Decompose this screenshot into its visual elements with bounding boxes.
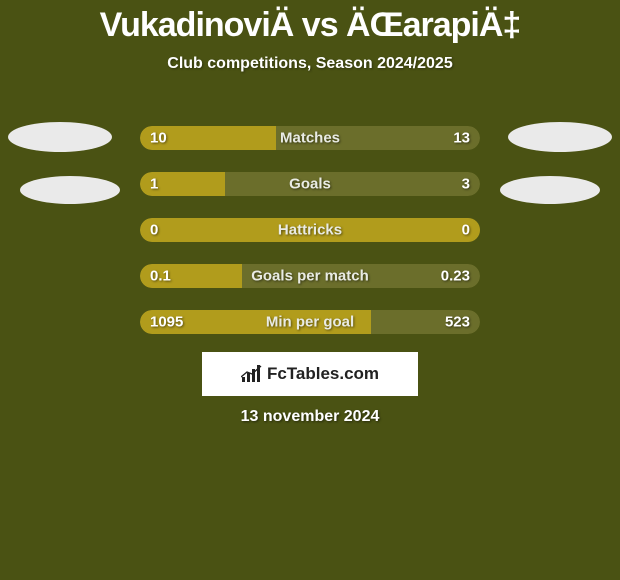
stat-right-value: 523: [445, 314, 470, 331]
stat-label: Goals per match: [251, 268, 369, 285]
stat-label: Min per goal: [266, 314, 354, 331]
player-right-avatar-1: [508, 122, 612, 152]
stat-left-value: 0.1: [150, 268, 171, 285]
stat-row: 1095 523 Min per goal: [140, 310, 480, 334]
comparison-bars: 1013Matches13Goals00Hattricks0.10.23Goal…: [140, 126, 480, 356]
stat-left-value: 10: [150, 130, 167, 147]
stat-right-value: 0: [462, 222, 470, 239]
subtitle: Club competitions, Season 2024/2025: [0, 55, 620, 73]
player-left-avatar-2: [20, 176, 120, 204]
stat-row: 1 3 Goals: [140, 172, 480, 196]
stat-left-value: 1095: [150, 314, 183, 331]
stat-right-value: 13: [453, 130, 470, 147]
player-right-avatar-2: [500, 176, 600, 204]
stat-right-value: 3: [462, 176, 470, 193]
stat-left-value: 0: [150, 222, 158, 239]
player-left-avatar-1: [8, 122, 112, 152]
stat-label: Hattricks: [278, 222, 342, 239]
stat-row: 0 0 Hattricks: [140, 218, 480, 242]
stat-label: Goals: [289, 176, 331, 193]
stat-left-value: 1: [150, 176, 158, 193]
date-line: 13 november 2024: [0, 408, 620, 426]
stat-row: 10 13 Matches: [140, 126, 480, 150]
stat-label: Matches: [280, 130, 340, 147]
chart-icon: [241, 365, 263, 383]
page-title: VukadinoviÄ vs ÄŒarapiÄ‡: [0, 0, 620, 45]
brand-box: FcTables.com: [202, 352, 418, 396]
stat-row: 0.1 0.23 Goals per match: [140, 264, 480, 288]
brand-text: FcTables.com: [267, 364, 379, 384]
stat-right-value: 0.23: [441, 268, 470, 285]
